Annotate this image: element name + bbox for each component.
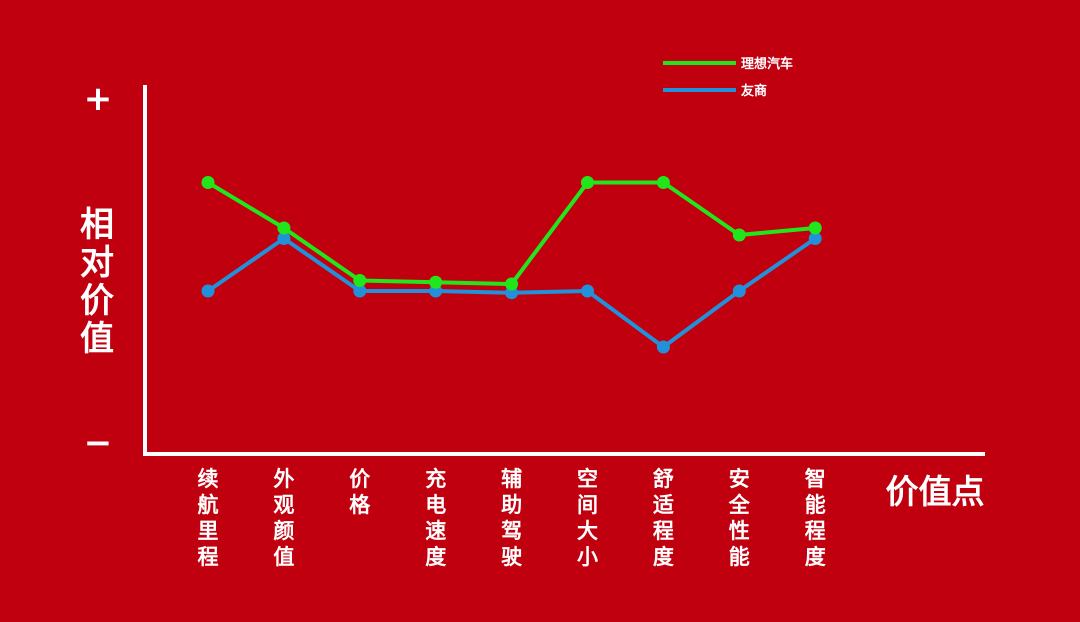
data-point bbox=[277, 221, 291, 235]
data-point bbox=[353, 284, 367, 298]
data-point bbox=[732, 228, 746, 242]
legend-label: 友商 bbox=[741, 83, 767, 99]
y-axis-label: 相对价值 bbox=[80, 205, 114, 359]
data-point bbox=[429, 275, 443, 289]
data-point bbox=[808, 221, 822, 235]
data-point bbox=[201, 176, 215, 189]
data-point bbox=[656, 176, 670, 189]
data-point bbox=[201, 284, 215, 298]
x-tick-labels: 续航里程 外观颜值 价格 充电速度 辅助驾驶 空间大小 舒适程度 安全性能 智能程度 bbox=[198, 467, 826, 569]
data-point bbox=[581, 176, 594, 189]
data-point bbox=[581, 284, 594, 298]
x-tick-label: 辅助驾驶 bbox=[501, 467, 522, 569]
x-axis-label: 价值点 bbox=[886, 472, 985, 511]
data-point bbox=[732, 284, 746, 298]
x-tick-label: 外观颜值 bbox=[273, 467, 294, 569]
x-tick-label: 舒适程度 bbox=[653, 467, 674, 569]
series-line bbox=[206, 180, 816, 286]
x-tick-label: 价格 bbox=[349, 467, 371, 517]
data-point bbox=[656, 340, 670, 354]
data-point bbox=[353, 274, 367, 287]
data-point bbox=[277, 232, 291, 245]
x-tick-label: 空间大小 bbox=[577, 467, 598, 569]
x-tick-label: 续航里程 bbox=[198, 467, 219, 569]
legend-label: 理想汽车 bbox=[741, 56, 793, 72]
y-axis-plus-label: + bbox=[84, 79, 113, 119]
x-tick-label: 充电速度 bbox=[425, 467, 446, 569]
x-tick-label: 智能程度 bbox=[805, 467, 826, 569]
y-axis-minus-label: − bbox=[84, 423, 113, 463]
data-point bbox=[808, 232, 822, 245]
x-tick-label: 安全性能 bbox=[728, 467, 751, 569]
data-point bbox=[505, 277, 519, 291]
series-group bbox=[201, 176, 822, 354]
